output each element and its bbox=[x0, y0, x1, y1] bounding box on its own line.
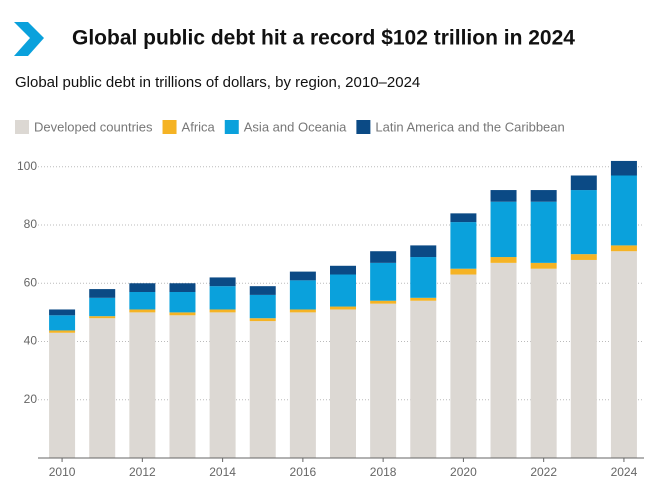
bar-segment bbox=[49, 309, 76, 316]
bar-segment bbox=[169, 312, 196, 316]
bar-segment bbox=[490, 201, 517, 258]
bar-segment bbox=[209, 286, 236, 310]
legend-swatch bbox=[15, 120, 29, 134]
y-tick-label: 60 bbox=[24, 275, 38, 289]
bar-segment bbox=[49, 330, 76, 333]
bar-segment bbox=[169, 283, 196, 292]
y-tick-label: 20 bbox=[24, 392, 38, 406]
bar-segment bbox=[249, 321, 276, 458]
bar-segment bbox=[89, 289, 116, 298]
bar-segment bbox=[450, 274, 477, 458]
bar-segment bbox=[410, 300, 437, 458]
bar-segment bbox=[450, 213, 477, 223]
bar-segment bbox=[129, 312, 156, 458]
legend-label: Latin America and the Caribbean bbox=[375, 119, 564, 134]
bar-segment bbox=[330, 309, 357, 458]
bar-segment bbox=[410, 297, 437, 301]
bar-segment bbox=[289, 312, 316, 458]
bar-segment bbox=[530, 201, 557, 263]
bar-segment bbox=[570, 190, 597, 255]
legend-swatch bbox=[224, 120, 239, 134]
bar-segment bbox=[370, 251, 397, 263]
legend-swatch bbox=[162, 120, 177, 134]
bar-segment bbox=[330, 306, 357, 310]
bar-segment bbox=[289, 309, 316, 313]
bar-segment bbox=[530, 190, 557, 202]
chart-title: Global public debt hit a record $102 tri… bbox=[72, 27, 575, 50]
bar-segment bbox=[490, 262, 517, 458]
bar-segment bbox=[610, 175, 637, 246]
bar-segment bbox=[330, 265, 357, 275]
bar-segment bbox=[610, 245, 637, 252]
bar-segment bbox=[49, 332, 76, 458]
y-tick-label: 80 bbox=[24, 217, 38, 231]
bar-segment bbox=[249, 318, 276, 322]
bar-segment bbox=[610, 160, 637, 176]
bar-segment bbox=[289, 271, 316, 281]
x-tick-label: 2024 bbox=[611, 465, 638, 479]
bar-segment bbox=[129, 291, 156, 310]
bar-segment bbox=[89, 297, 116, 317]
bar-segment bbox=[89, 318, 116, 458]
bar-segment bbox=[289, 280, 316, 310]
x-tick-label: 2020 bbox=[450, 465, 477, 479]
bar-segment bbox=[249, 294, 276, 319]
bar-segment bbox=[530, 268, 557, 458]
x-tick-label: 2016 bbox=[290, 465, 317, 479]
bar-segment bbox=[570, 254, 597, 260]
bar-segment bbox=[129, 309, 156, 313]
bar-segment bbox=[610, 251, 637, 458]
bar-segment bbox=[450, 222, 477, 269]
bar-segment bbox=[169, 291, 196, 313]
x-tick-label: 2022 bbox=[530, 465, 557, 479]
bar-segment bbox=[570, 259, 597, 458]
bar-segment bbox=[129, 283, 156, 292]
bar-segment bbox=[209, 277, 236, 287]
bar-segment bbox=[570, 175, 597, 191]
legend-label: Asia and Oceania bbox=[244, 119, 347, 134]
y-tick-label: 40 bbox=[24, 334, 38, 348]
bar-segment bbox=[249, 286, 276, 295]
bar-segment bbox=[370, 303, 397, 458]
bar-segment bbox=[410, 257, 437, 298]
bar-segment bbox=[49, 315, 76, 331]
bar-segment bbox=[209, 312, 236, 458]
x-tick-label: 2010 bbox=[49, 465, 76, 479]
chart-subtitle: Global public debt in trillions of dolla… bbox=[15, 74, 420, 91]
legend-swatch bbox=[356, 120, 371, 134]
bar-segment bbox=[410, 245, 437, 258]
y-tick-label: 100 bbox=[17, 159, 37, 173]
x-tick-label: 2014 bbox=[209, 465, 236, 479]
bar-segment bbox=[490, 257, 517, 263]
bar-segment bbox=[450, 268, 477, 275]
bar-segment bbox=[370, 300, 397, 304]
bar-segment bbox=[330, 274, 357, 307]
bar-segment bbox=[530, 262, 557, 269]
x-tick-label: 2012 bbox=[129, 465, 156, 479]
bar-segment bbox=[209, 309, 236, 313]
bar-segment bbox=[89, 316, 116, 319]
x-tick-label: 2018 bbox=[370, 465, 397, 479]
legend-label: Africa bbox=[182, 119, 216, 134]
legend-label: Developed countries bbox=[34, 119, 153, 134]
bar-segment bbox=[490, 190, 517, 202]
bar-segment bbox=[169, 315, 196, 458]
logo-chevron bbox=[14, 22, 44, 56]
bar-segment bbox=[370, 262, 397, 301]
